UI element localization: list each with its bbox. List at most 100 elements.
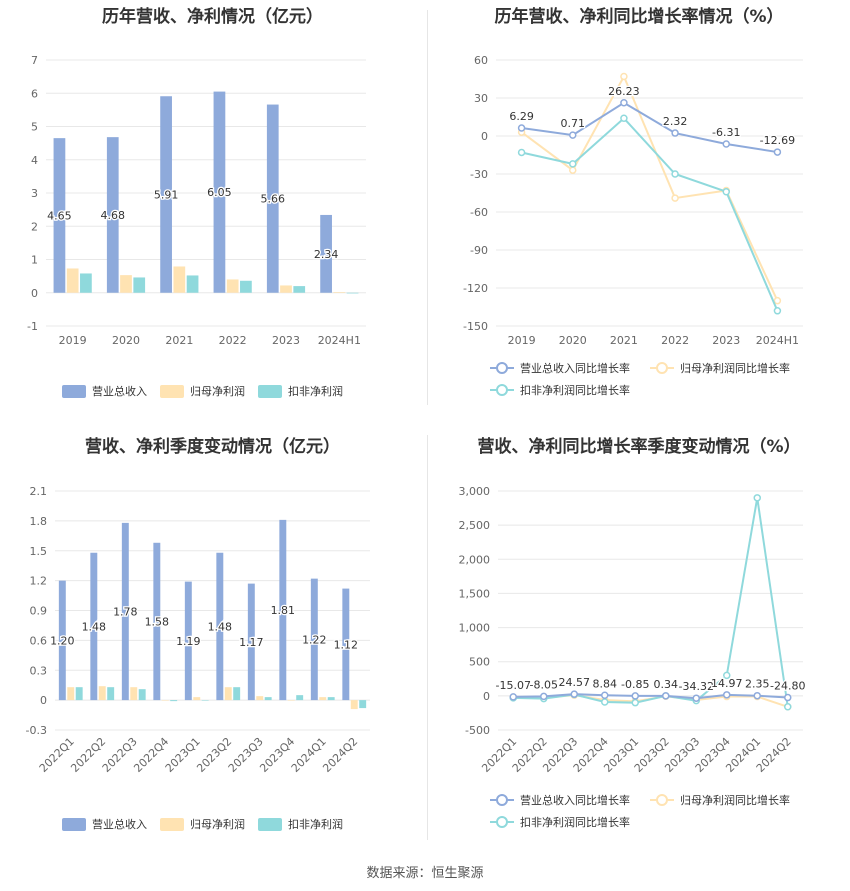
data-label: 2.34 (314, 248, 339, 261)
data-label: 5.66 (261, 193, 286, 206)
chart-title: 营收、净利同比增长率季度变动情况（%） (477, 437, 801, 457)
bar-deducted-profit (107, 687, 115, 701)
x-tick-label: 2023 (272, 334, 300, 347)
data-label: 1.81 (271, 604, 296, 617)
legend-marker (496, 384, 508, 396)
bar-deducted-profit (264, 697, 272, 701)
bar-deducted-profit (327, 697, 335, 701)
y-tick-label: 0.6 (30, 634, 48, 647)
data-point (631, 692, 639, 700)
data-label: 4.65 (47, 209, 72, 222)
bar-revenue (266, 104, 279, 293)
data-point (723, 691, 731, 699)
y-tick-label: 0.9 (30, 605, 48, 618)
bar-deducted-profit (296, 695, 304, 701)
bar-revenue (310, 578, 318, 701)
y-tick-label: 30 (474, 92, 488, 105)
y-tick-label: 1,500 (459, 587, 491, 600)
x-tick-label: 2020 (559, 334, 587, 347)
bar-parent-profit (193, 697, 201, 701)
quarterly-bar-chart: -0.300.30.60.91.21.51.82.12022Q12022Q220… (26, 485, 370, 831)
legend-swatch (160, 385, 184, 398)
y-tick-label: -0.3 (26, 724, 47, 737)
data-point (620, 114, 628, 123)
data-point (784, 693, 792, 702)
legend-label: 归母净利润 (190, 384, 245, 398)
data-label: 26.23 (608, 85, 640, 98)
data-point (631, 698, 639, 707)
bar-parent-profit (319, 697, 327, 701)
bar-parent-profit (224, 687, 232, 701)
bar-parent-profit (350, 700, 358, 710)
data-label: 24.57 (559, 676, 591, 689)
bar-revenue (216, 552, 224, 701)
data-point (662, 692, 670, 700)
legend-label: 扣非净利润 (288, 384, 343, 398)
data-point (601, 691, 609, 700)
series-line (521, 116, 779, 312)
bar-revenue (106, 137, 119, 293)
chart-title: 营收、净利季度变动情况（亿元） (85, 437, 340, 457)
y-tick-label: 1 (31, 254, 38, 267)
data-label: -8.05 (530, 678, 558, 691)
legend-label: 归母净利润 (190, 817, 245, 831)
x-tick-label: 2021 (610, 334, 638, 347)
bar-revenue (153, 542, 161, 701)
data-label: 1.12 (334, 638, 359, 651)
panel-divider-bottom (427, 435, 428, 840)
x-tick-label: 2019 (508, 334, 536, 347)
data-point (569, 131, 577, 139)
data-label: 1.48 (208, 620, 233, 633)
bar-deducted-profit (201, 700, 209, 701)
legend-swatch (62, 818, 86, 831)
bar-revenue (58, 580, 66, 701)
data-point (569, 160, 577, 168)
y-tick-label: -30 (470, 168, 488, 181)
data-point (753, 691, 761, 700)
data-point (569, 166, 577, 174)
x-tick-label: 2021 (165, 334, 193, 347)
bar-revenue (160, 96, 172, 293)
x-tick-label: 2020 (112, 334, 140, 347)
chart-title: 历年营收、净利同比增长率情况（%） (494, 7, 784, 27)
bar-deducted-profit (293, 286, 306, 293)
legend-swatch (258, 385, 282, 398)
bar-parent-profit (98, 686, 106, 701)
legend-marker (656, 794, 668, 806)
data-label: 8.84 (593, 677, 618, 690)
data-label: -0.85 (621, 678, 649, 691)
y-tick-label: 5 (31, 121, 38, 134)
data-point (773, 296, 782, 305)
data-point (773, 307, 782, 315)
bar-parent-profit (287, 700, 295, 701)
bar-parent-profit (66, 268, 79, 293)
data-label: -24.80 (770, 680, 805, 693)
bar-revenue (90, 552, 98, 701)
bar-parent-profit (280, 285, 292, 293)
y-tick-label: 3 (31, 187, 38, 200)
y-tick-label: -500 (465, 724, 490, 737)
y-tick-label: -60 (470, 206, 488, 219)
y-tick-label: 3,000 (459, 485, 491, 498)
bar-parent-profit (120, 275, 132, 293)
y-tick-label: -1 (27, 320, 38, 333)
data-label: 1.48 (82, 620, 107, 633)
legend-label: 营业总收入 (92, 817, 147, 831)
bar-parent-profit (161, 700, 169, 701)
legend-marker (656, 362, 668, 374)
bar-parent-profit (173, 266, 186, 293)
bar-revenue (342, 588, 350, 701)
data-label: 2.32 (663, 115, 688, 128)
y-tick-label: 0 (483, 690, 490, 703)
bar-parent-profit (130, 687, 138, 701)
legend-label: 扣非净利润同比增长率 (520, 815, 630, 829)
chart-title: 历年营收、净利情况（亿元） (102, 7, 323, 27)
bar-deducted-profit (240, 280, 252, 293)
series-line (520, 74, 779, 302)
legend-label: 归母净利润同比增长率 (680, 361, 790, 375)
quarterly-line-chart: -50005001,0001,5002,0002,5003,0002022Q12… (459, 485, 807, 829)
data-point (517, 148, 526, 157)
bar-revenue (121, 522, 129, 701)
data-label: 4.68 (101, 209, 126, 222)
quarterly-growth-panel: 营收、净利同比增长率季度变动情况（%） -500 0 500 1,000 1,500 2,… (428, 430, 850, 850)
